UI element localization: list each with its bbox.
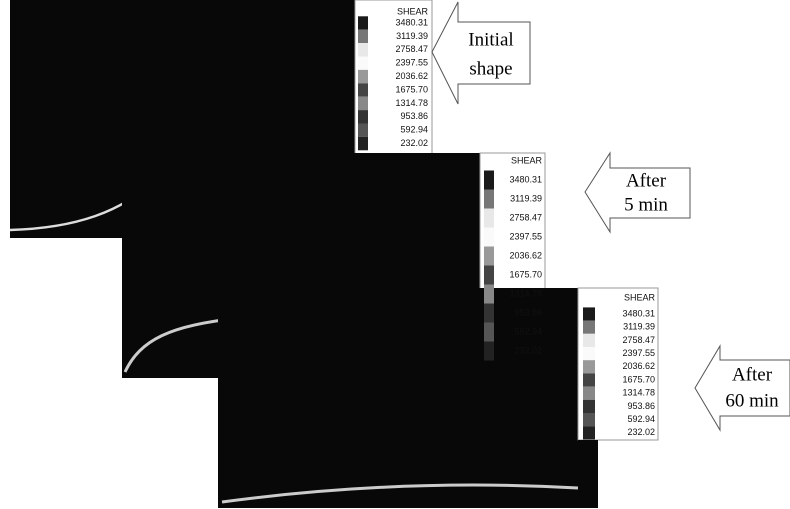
legend-value: 3480.31	[622, 308, 655, 318]
legend-swatch	[484, 266, 494, 285]
legend-value: 232.02	[627, 427, 655, 437]
legend-swatch	[583, 360, 595, 373]
legend-value: 2758.47	[509, 212, 542, 222]
legend-title: SHEAR	[624, 292, 656, 302]
legend-swatch	[484, 190, 494, 209]
legend-value: 2397.55	[395, 58, 428, 68]
legend-swatch	[583, 426, 595, 439]
legend-swatch	[358, 124, 368, 137]
legend-value: 953.86	[627, 401, 655, 411]
legend-swatch	[583, 321, 595, 334]
legend-value: 3119.39	[510, 193, 542, 203]
panel-image	[578, 440, 598, 508]
legend-value: 232.02	[514, 345, 542, 355]
legend-value: 3480.31	[509, 174, 542, 184]
legend-swatch	[583, 347, 595, 360]
legend-swatch	[484, 342, 494, 361]
legend-value: 1675.70	[509, 269, 542, 279]
arrow	[585, 153, 690, 232]
arrow	[432, 2, 530, 104]
legend-value: 3119.39	[396, 31, 428, 41]
panel-image	[218, 288, 580, 508]
arrow	[695, 346, 790, 430]
legend-value: 953.86	[400, 111, 428, 121]
legend-swatch	[358, 97, 368, 110]
legend-value: 2036.62	[395, 71, 428, 81]
legend-value: 592.94	[400, 125, 428, 135]
legend-title: SHEAR	[397, 6, 429, 16]
legend-value: 2397.55	[622, 348, 655, 358]
legend-swatch	[583, 373, 595, 386]
legend-swatch	[484, 247, 494, 266]
legend-swatch	[358, 57, 368, 70]
legend-value: 2758.47	[622, 335, 655, 345]
legend-swatch	[583, 334, 595, 347]
legend-value: 2397.55	[509, 231, 542, 241]
arrow-label: After	[732, 364, 773, 385]
legend-value: 2036.62	[622, 361, 655, 371]
legend-swatch	[583, 307, 595, 320]
legend-swatch	[484, 171, 494, 190]
arrow-label: Initial	[468, 29, 513, 50]
legend-value: 592.94	[514, 326, 542, 336]
arrow-label: 5 min	[624, 194, 668, 215]
legend-swatch	[358, 110, 368, 123]
legend-swatch	[484, 228, 494, 247]
legend-swatch	[358, 137, 368, 150]
legend-value: 3119.39	[623, 322, 655, 332]
legend-swatch	[358, 30, 368, 43]
legend-swatch	[358, 43, 368, 56]
legend-value: 1314.78	[509, 288, 542, 298]
legend-swatch	[484, 323, 494, 342]
legend-value: 1675.70	[622, 374, 655, 384]
legend-swatch	[484, 304, 494, 323]
legend-swatch	[583, 387, 595, 400]
legend-value: 3480.31	[395, 17, 428, 27]
legend-value: 2758.47	[395, 44, 428, 54]
legend-swatch	[358, 70, 368, 83]
legend-title: SHEAR	[511, 155, 543, 165]
legend-value: 1314.78	[395, 98, 428, 108]
arrow-label: 60 min	[725, 390, 779, 411]
arrow-label: After	[626, 170, 667, 191]
legend-swatch	[358, 16, 368, 29]
legend-value: 953.86	[514, 307, 542, 317]
legend-value: 2036.62	[509, 250, 542, 260]
legend-swatch	[484, 285, 494, 304]
legend-value: 232.02	[400, 138, 428, 148]
legend-swatch	[358, 83, 368, 96]
legend-swatch	[484, 209, 494, 228]
legend-swatch	[583, 400, 595, 413]
legend-value: 1675.70	[395, 84, 428, 94]
legend-swatch	[583, 413, 595, 426]
legend-value: 592.94	[627, 414, 655, 424]
arrow-label: shape	[469, 58, 512, 79]
figure: SHEAR3480.313119.392758.472397.552036.62…	[0, 0, 790, 509]
legend-value: 1314.78	[622, 388, 655, 398]
